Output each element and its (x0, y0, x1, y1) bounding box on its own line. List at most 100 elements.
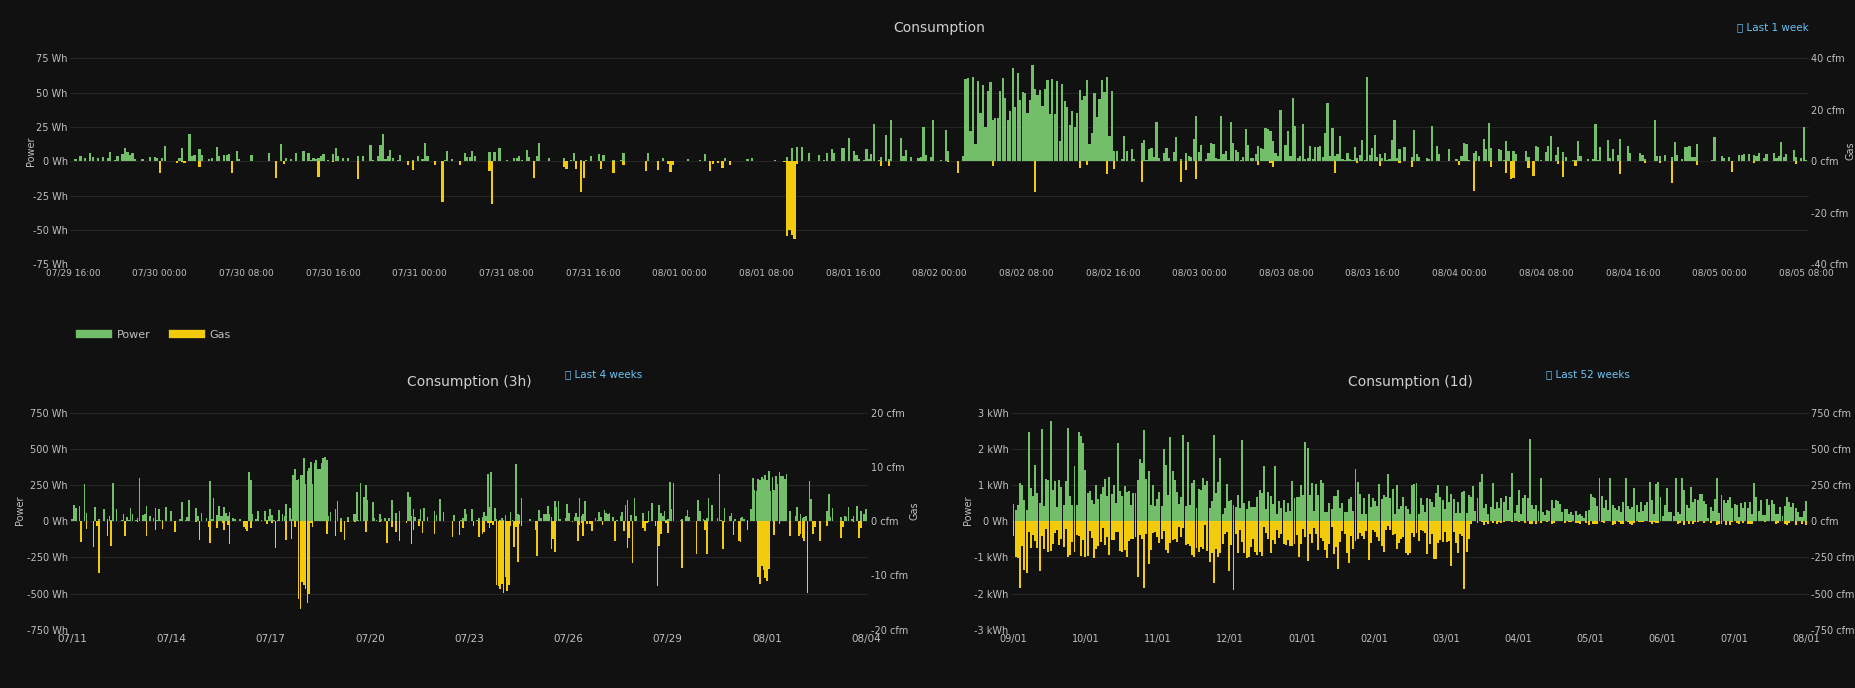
Bar (1122, 495, 1124, 522)
Bar (1612, 505, 1614, 522)
Bar (1302, 495, 1304, 522)
Bar (1057, 480, 1061, 522)
Bar (1026, 113, 1030, 161)
Bar (1180, 522, 1182, 537)
Bar (1206, 482, 1208, 522)
Bar (1749, 502, 1751, 522)
Bar (1217, 522, 1219, 557)
Bar (1291, 482, 1293, 522)
Bar (1631, 507, 1632, 522)
Bar (386, 155, 390, 161)
Bar (1334, 161, 1336, 173)
Bar (831, 149, 833, 161)
Bar (1744, 502, 1746, 522)
Bar (1026, 510, 1028, 522)
Bar (1055, 522, 1057, 530)
Bar (1326, 522, 1328, 558)
Bar (417, 156, 419, 161)
Bar (1536, 522, 1538, 524)
Bar (1241, 440, 1243, 522)
Bar (223, 155, 224, 161)
Bar (1206, 522, 1208, 550)
Bar (1399, 161, 1401, 163)
Bar (1460, 155, 1462, 161)
Bar (900, 138, 902, 161)
Bar (1514, 513, 1516, 522)
Bar (1261, 522, 1263, 556)
Bar (1161, 522, 1163, 539)
Bar (1150, 506, 1152, 522)
Bar (117, 156, 119, 161)
Bar (1486, 504, 1488, 522)
Bar (1250, 158, 1252, 161)
Bar (1499, 508, 1501, 522)
Bar (1423, 505, 1425, 522)
Bar (1414, 130, 1415, 161)
Bar (1423, 522, 1425, 531)
Bar (1215, 522, 1217, 549)
Bar (356, 161, 360, 179)
Bar (868, 159, 870, 161)
Bar (1068, 125, 1070, 161)
Bar (1399, 522, 1401, 543)
Bar (83, 158, 87, 161)
Bar (1311, 483, 1313, 522)
Bar (1122, 522, 1124, 552)
Bar (1260, 490, 1261, 522)
Bar (1298, 497, 1300, 522)
Bar (723, 158, 725, 161)
Bar (824, 160, 825, 161)
Bar (994, 118, 996, 161)
Title: Consumption (1d): Consumption (1d) (1347, 375, 1473, 389)
Bar (412, 160, 414, 161)
Bar (774, 160, 775, 161)
Bar (1211, 501, 1213, 522)
Bar (1508, 151, 1510, 161)
Bar (1015, 107, 1017, 161)
Bar (1200, 522, 1202, 547)
Bar (1304, 522, 1306, 537)
Bar (1332, 128, 1334, 161)
Bar (1762, 158, 1766, 161)
Bar (1072, 505, 1074, 522)
Bar (1024, 522, 1026, 570)
Bar (317, 158, 319, 161)
Bar (1393, 120, 1395, 161)
Bar (1332, 522, 1336, 554)
Bar (1606, 140, 1608, 161)
Bar (1232, 505, 1234, 522)
Bar (1117, 522, 1119, 532)
Bar (1467, 160, 1469, 161)
Bar (1386, 497, 1388, 522)
Bar (1588, 510, 1590, 522)
Bar (1644, 161, 1645, 163)
Bar (1349, 522, 1350, 563)
Bar (1638, 513, 1640, 522)
Bar (1159, 522, 1161, 543)
Bar (1451, 522, 1452, 566)
Bar (1530, 522, 1532, 524)
Bar (1163, 522, 1165, 530)
Bar (1145, 522, 1148, 535)
Bar (1441, 500, 1443, 522)
Bar (1104, 522, 1106, 545)
Bar (1742, 522, 1744, 523)
Bar (1174, 480, 1176, 522)
Bar (134, 159, 135, 161)
Bar (1224, 508, 1226, 522)
Bar (948, 161, 950, 162)
Bar (1295, 522, 1298, 535)
Bar (1577, 141, 1579, 161)
Bar (1426, 158, 1428, 161)
Bar (532, 161, 536, 178)
Bar (102, 158, 104, 161)
Bar (208, 159, 210, 161)
Bar (1753, 483, 1755, 522)
Bar (1684, 147, 1686, 161)
Bar (1252, 507, 1254, 522)
Bar (1751, 513, 1753, 522)
Bar (295, 153, 297, 161)
Bar (1619, 139, 1621, 161)
Bar (406, 161, 408, 164)
Bar (1775, 514, 1777, 522)
